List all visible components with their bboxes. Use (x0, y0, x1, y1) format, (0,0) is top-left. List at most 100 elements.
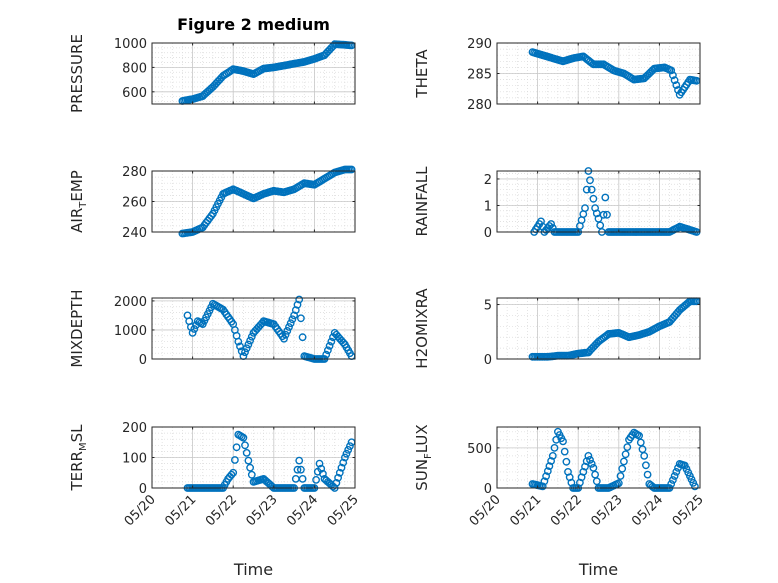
data-point (242, 344, 251, 353)
data-point (286, 319, 295, 328)
data-point (547, 457, 555, 465)
data-point (322, 350, 331, 359)
subplot-2: 280 285 290 THETA (413, 37, 701, 113)
data-point (618, 464, 627, 473)
y-tick-label: 1 (484, 199, 492, 214)
axes-frame (496, 170, 701, 233)
x-tick-label: 05/20 (122, 492, 159, 529)
axes-frame (496, 297, 701, 360)
x-tick-label: 05/22 (203, 492, 240, 529)
x-tick-label: 05/21 (162, 492, 199, 529)
y-axis-label: THETA (413, 49, 431, 99)
data-point (244, 456, 253, 465)
data-point (232, 443, 241, 452)
data-point (547, 220, 555, 228)
subplot-8: 0 500 05/20 05/21 05/22 05/23 05/24 05/25 SUNFLU… (413, 424, 707, 579)
y-tick-label: 2000 (114, 295, 147, 310)
data-point (236, 342, 244, 351)
y-tick-label: 200 (122, 421, 147, 436)
data-point (667, 66, 676, 75)
data-point (670, 472, 679, 480)
data-point (325, 341, 334, 350)
data-point (229, 468, 238, 477)
data-point (334, 473, 342, 482)
data-point (298, 333, 307, 342)
x-tick-label: 05/21 (507, 492, 544, 529)
y-tick-label: 280 (122, 165, 147, 180)
data-point (296, 465, 305, 474)
data-point (246, 336, 255, 345)
data-point (244, 340, 253, 349)
y-tick-label: 290 (467, 37, 492, 52)
chart-title: Figure 2 medium (177, 15, 330, 34)
data-point (669, 476, 677, 484)
y-tick-label: 0 (484, 353, 492, 368)
x-axis-label: Time (578, 560, 618, 579)
y-tick-label: 1000 (114, 37, 147, 52)
data-point (670, 76, 679, 85)
y-tick-label: 0 (139, 353, 147, 368)
data-point (620, 457, 628, 466)
data-point (241, 441, 249, 450)
y-tick-label: 600 (122, 86, 147, 101)
data-point (543, 467, 552, 475)
y-tick-label: 100 (122, 452, 147, 467)
subplot-6: 0 5 H2OMIXRA (413, 288, 701, 369)
data-point (589, 194, 598, 203)
data-point (318, 469, 327, 478)
data-point (281, 330, 290, 339)
data-point (582, 185, 591, 194)
x-tick-label: 05/24 (284, 492, 321, 529)
data-point (280, 334, 288, 343)
series-markers (183, 295, 356, 363)
data-point (239, 433, 248, 442)
y-tick-label: 285 (467, 68, 492, 83)
data-point (603, 210, 611, 219)
data-point (332, 478, 341, 487)
data-point (296, 314, 305, 323)
data-point (344, 445, 353, 454)
y-tick-label: 0 (484, 226, 492, 241)
y-axis-label: AIRTEMP (68, 170, 89, 233)
data-point (288, 315, 297, 324)
data-point (234, 337, 243, 346)
y-axis-label: TERRMSL (68, 424, 89, 492)
data-point (230, 456, 239, 464)
data-point (586, 176, 594, 185)
data-point (298, 474, 307, 483)
data-point (323, 346, 332, 355)
series-markers (178, 40, 356, 105)
subplot-7: 0 100 200 05/20 05/21 05/22 05/23 05/24 05/25 TER… (68, 421, 362, 579)
data-point (586, 455, 594, 464)
data-point (335, 468, 344, 477)
data-point (621, 450, 630, 459)
data-point (550, 443, 559, 452)
data-point (227, 470, 236, 479)
y-tick-label: 280 (467, 98, 492, 113)
data-point (562, 457, 571, 466)
y-tick-label: 5 (484, 299, 492, 314)
data-point (315, 459, 324, 468)
data-point (560, 447, 569, 456)
data-point (584, 451, 593, 460)
data-point (691, 482, 699, 491)
x-tick-label: 05/23 (589, 492, 626, 529)
data-point (548, 451, 557, 460)
data-point (190, 325, 199, 333)
data-point (643, 470, 652, 479)
y-axis-label: SUNFLUX (413, 424, 434, 490)
x-tick-label: 05/20 (467, 492, 504, 529)
y-tick-label: 2 (484, 173, 492, 188)
data-point (283, 326, 292, 335)
data-point (295, 295, 304, 304)
data-point (342, 449, 351, 458)
y-axis-label: MIXDEPTH (68, 289, 86, 367)
subplot-1: 600 800 1000 PRESSURE Figure 2 medium (68, 15, 356, 113)
y-axis-label: PRESSURE (68, 34, 86, 113)
data-point (247, 332, 256, 341)
y-axis-label: H2OMIXRA (413, 288, 431, 369)
data-point (327, 337, 336, 346)
data-point (581, 204, 589, 213)
data-point (587, 185, 596, 194)
